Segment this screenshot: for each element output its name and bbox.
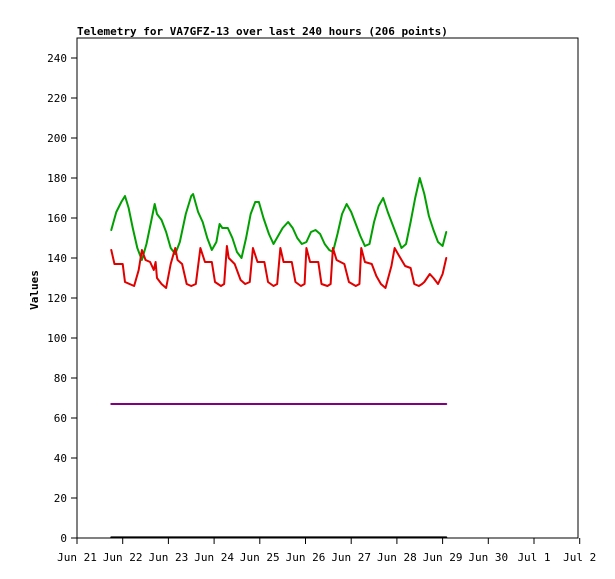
x-tick-label: Jun 24 xyxy=(194,551,234,564)
series-line-0 xyxy=(110,177,448,261)
series-line-1 xyxy=(110,245,448,289)
y-axis-label: Values xyxy=(28,270,41,310)
y-tick-label: 240 xyxy=(47,52,67,65)
y-tick-label: 200 xyxy=(47,132,67,145)
x-tick-label: Jul 2 xyxy=(563,551,596,564)
y-tick-label: 160 xyxy=(47,212,67,225)
x-tick-label: Jun 25 xyxy=(240,551,280,564)
x-tick-label: Jun 27 xyxy=(331,551,371,564)
y-tick-label: 40 xyxy=(54,452,67,465)
x-tick-label: Jun 29 xyxy=(423,551,463,564)
x-tick-label: Jun 30 xyxy=(468,551,508,564)
y-tick-label: 180 xyxy=(47,172,67,185)
plot-area: 0 20 40 60 80 100 120 140 160 180 200 220 240 Jun 21 J… xyxy=(47,37,596,564)
x-tick-label: Jul 1 xyxy=(517,551,550,564)
x-tick-label: Jun 28 xyxy=(377,551,417,564)
x-tick-label: Jun 21 xyxy=(57,551,97,564)
x-tick-label: Jun 26 xyxy=(286,551,326,564)
plot-frame xyxy=(76,37,579,539)
y-tick-label: 80 xyxy=(54,372,67,385)
chart-title: Telemetry for VA7GFZ-13 over last 240 ho… xyxy=(77,25,448,38)
y-tick-label: 0 xyxy=(60,532,67,545)
y-tick-label: 220 xyxy=(47,92,67,105)
y-tick-label: 120 xyxy=(47,292,67,305)
y-tick-label: 60 xyxy=(54,412,67,425)
y-tick-label: 100 xyxy=(47,332,67,345)
y-tick-label: 20 xyxy=(54,492,67,505)
y-tick-label: 140 xyxy=(47,252,67,265)
x-tick-label: Jun 22 xyxy=(103,551,143,564)
x-tick-label: Jun 23 xyxy=(149,551,189,564)
